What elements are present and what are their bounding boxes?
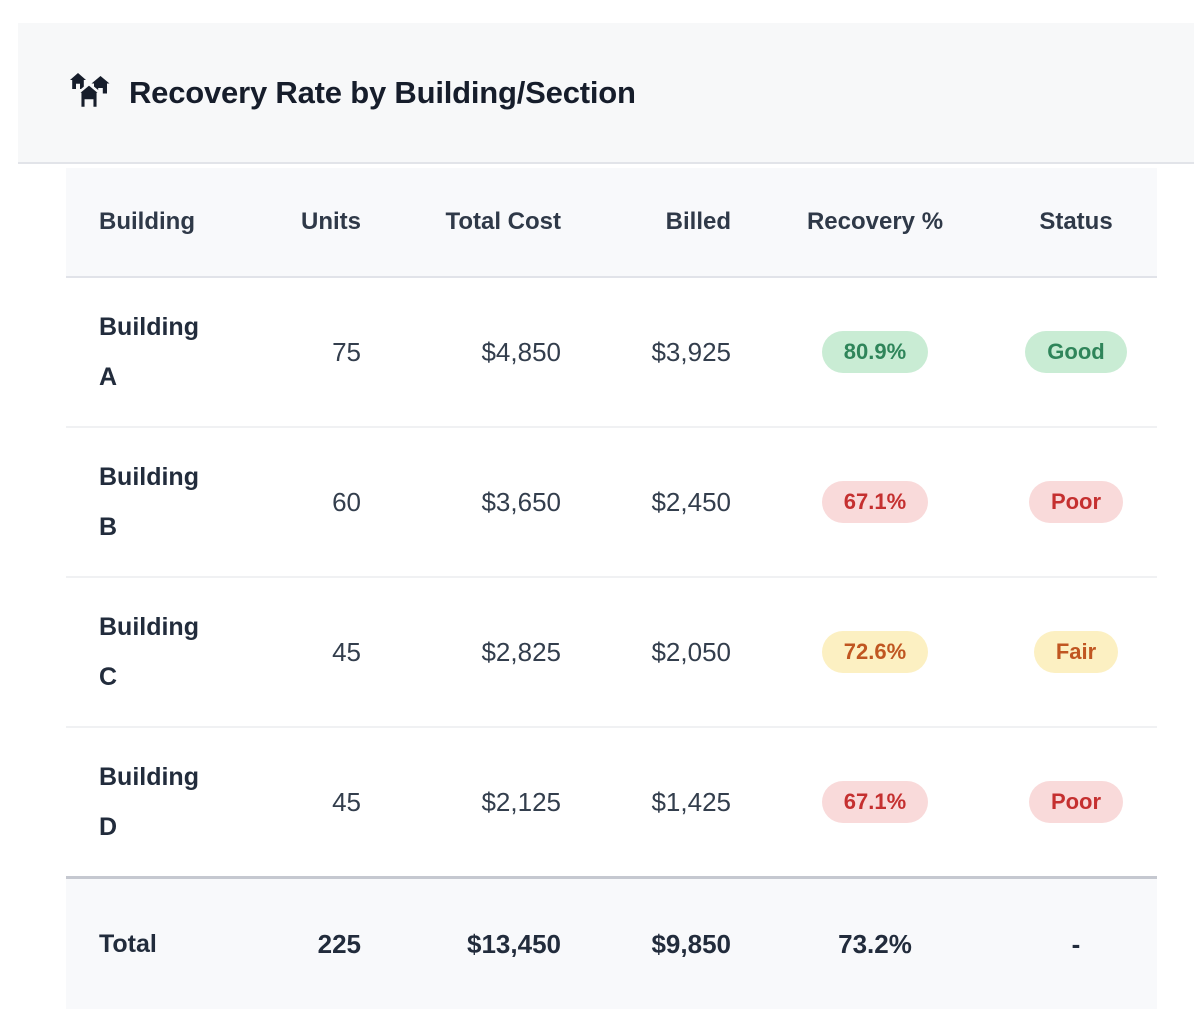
billed-value: $3,925: [651, 336, 731, 367]
total-cost-value: $13,450: [467, 928, 561, 959]
recovery-cell: 67.1%: [755, 427, 995, 577]
total-cost-value: $2,825: [481, 636, 561, 667]
recovery-cell: 72.6%: [755, 577, 995, 727]
status-cell: Poor: [995, 427, 1157, 577]
page-title: Recovery Rate by Building/Section: [129, 74, 636, 110]
table-body: Building A 75 $4,850 $3,925 80.9% Good B…: [66, 277, 1157, 878]
building-name: Building D: [99, 763, 199, 841]
status-badge: Fair: [1033, 631, 1119, 673]
recovery-table-section: Building Units Total Cost Billed Recover…: [66, 168, 1194, 1009]
total-units-value: 225: [317, 928, 361, 959]
houses-icon: [68, 72, 114, 114]
billed-value: $2,050: [651, 636, 731, 667]
column-header-building: Building: [99, 208, 195, 235]
building-name: Building C: [99, 613, 199, 691]
total-cost-value: $3,650: [481, 486, 561, 517]
units-value: 60: [332, 486, 361, 517]
panel-header: Recovery Rate by Building/Section: [18, 23, 1194, 164]
total-billed-value: $9,850: [651, 928, 731, 959]
table-row: Building D 45 $2,125 $1,425 67.1% Poor: [66, 727, 1157, 878]
recovery-table: Building Units Total Cost Billed Recover…: [66, 168, 1157, 1009]
table-header: Building Units Total Cost Billed Recover…: [66, 168, 1157, 277]
total-status-value: -: [1071, 928, 1081, 959]
status-badge: Poor: [1028, 781, 1124, 823]
status-badge: Poor: [1028, 481, 1124, 523]
recovery-cell: 80.9%: [755, 277, 995, 427]
table-header-row: Building Units Total Cost Billed Recover…: [66, 168, 1157, 277]
total-cost-value: $2,125: [481, 786, 561, 817]
total-recovery-value: 73.2%: [838, 928, 912, 959]
billed-value: $2,450: [651, 486, 731, 517]
column-header-status: Status: [1039, 208, 1113, 235]
column-header-total-cost: Total Cost: [445, 208, 561, 235]
recovery-badge: 67.1%: [821, 781, 929, 823]
column-header-units: Units: [301, 208, 361, 235]
recovery-badge: 72.6%: [821, 631, 929, 673]
status-badge: Good: [1025, 331, 1127, 373]
total-label: Total: [99, 930, 157, 958]
table-row: Building A 75 $4,850 $3,925 80.9% Good: [66, 277, 1157, 427]
building-name: Building A: [99, 313, 199, 391]
column-header-billed: Billed: [665, 208, 731, 235]
status-cell: Good: [995, 277, 1157, 427]
total-row: Total 225 $13,450 $9,850 73.2% -: [66, 877, 1157, 1009]
status-cell: Poor: [995, 727, 1157, 878]
recovery-badge: 67.1%: [821, 481, 929, 523]
column-header-recovery: Recovery %: [806, 208, 944, 235]
table-row: Building C 45 $2,825 $2,050 72.6% Fair: [66, 577, 1157, 727]
billed-value: $1,425: [651, 786, 731, 817]
units-value: 75: [332, 336, 361, 367]
recovery-badge: 80.9%: [821, 331, 929, 373]
total-cost-value: $4,850: [481, 336, 561, 367]
table-row: Building B 60 $3,650 $2,450 67.1% Poor: [66, 427, 1157, 577]
units-value: 45: [332, 786, 361, 817]
building-name: Building B: [99, 463, 199, 541]
units-value: 45: [332, 636, 361, 667]
recovery-cell: 67.1%: [755, 727, 995, 878]
table-footer: Total 225 $13,450 $9,850 73.2% -: [66, 877, 1157, 1009]
title-wrap: Recovery Rate by Building/Section: [68, 72, 636, 114]
status-cell: Fair: [995, 577, 1157, 727]
